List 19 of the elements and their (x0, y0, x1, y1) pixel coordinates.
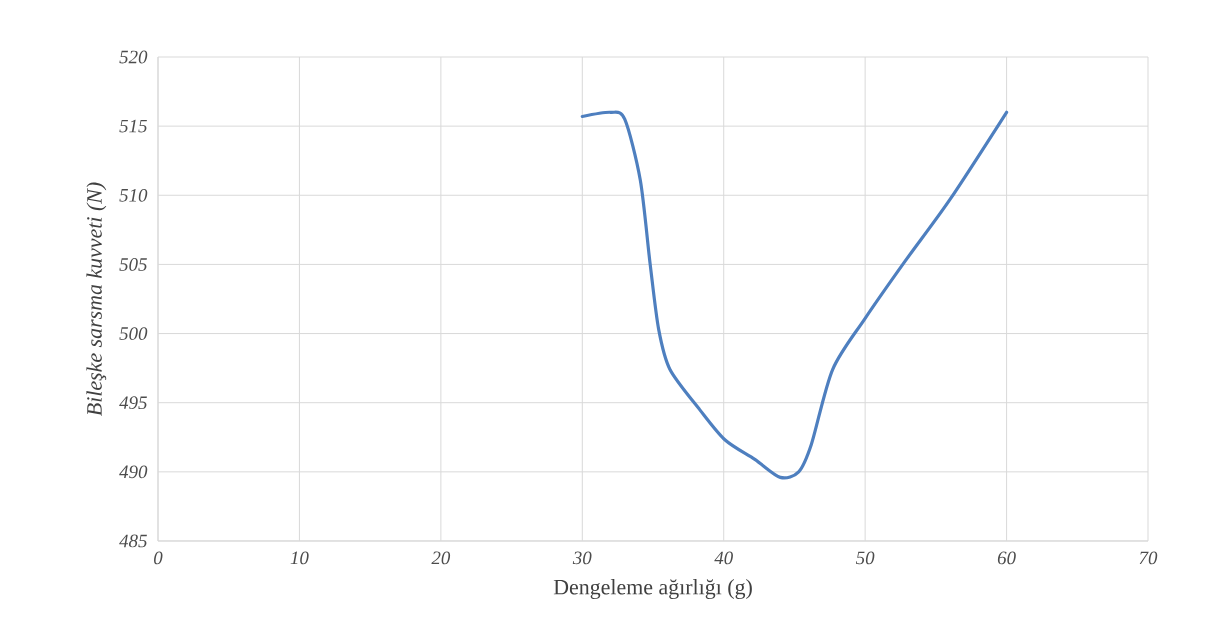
x-tick-label: 40 (714, 551, 733, 565)
y-tick-label: 510 (119, 188, 148, 202)
x-tick-label: 70 (1139, 551, 1158, 565)
x-tick-label: 0 (154, 551, 163, 565)
y-tick-label: 485 (119, 534, 147, 548)
x-tick-label: 10 (290, 551, 309, 565)
line-series (580, 110, 1009, 480)
x-tick-label: 60 (997, 551, 1016, 565)
y-tick-label: 495 (119, 396, 147, 410)
y-tick-label: 500 (119, 327, 148, 340)
y-tick-label: 520 (119, 50, 148, 64)
x-axis-title: Dengeleme ağırlığı (g) (553, 579, 752, 600)
y-axis-title: Bileşke sarsma kuvveti (N) (86, 182, 107, 416)
x-tick-label: 50 (855, 551, 875, 565)
x-tick-label: 30 (572, 551, 592, 565)
y-tick-label: 505 (119, 258, 147, 271)
y-tick-label: 490 (119, 465, 148, 479)
y-tick-label: 515 (119, 119, 147, 133)
x-tick-label: 20 (431, 551, 451, 565)
